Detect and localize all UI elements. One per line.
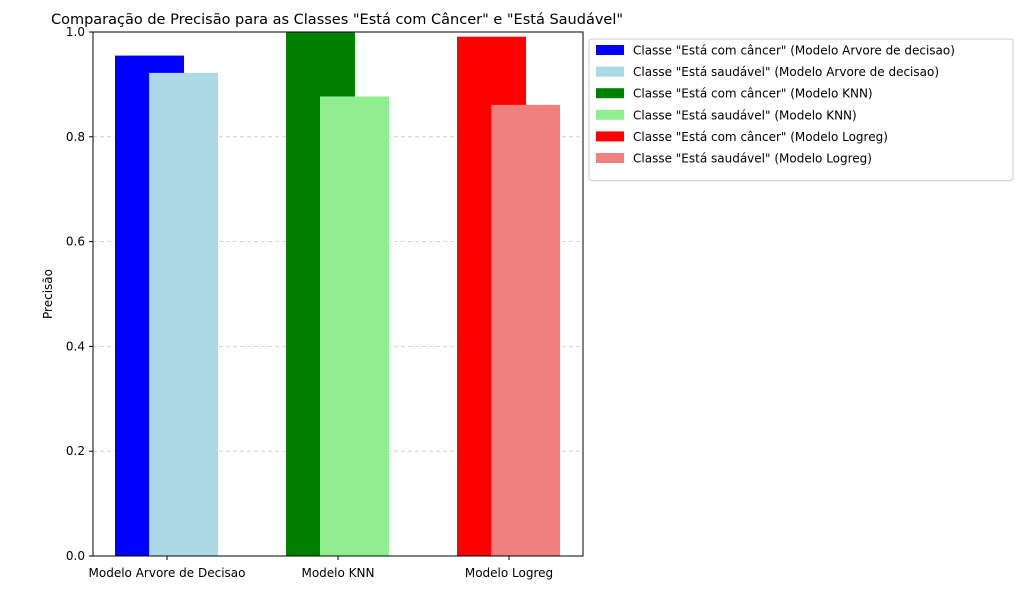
legend-swatch [596, 109, 624, 120]
y-tick-label: 1.0 [66, 25, 85, 39]
legend-label: Classe "Está saudável" (Modelo KNN) [633, 108, 857, 122]
legend-swatch [596, 88, 624, 99]
x-tick-label: Modelo Logreg [465, 566, 553, 580]
legend-swatch [596, 131, 624, 142]
y-tick-label: 0.4 [66, 339, 85, 353]
legend-swatch [596, 153, 624, 163]
chart-title: Comparação de Precisão para as Classes "… [51, 12, 623, 28]
legend-box [588, 38, 1014, 182]
x-tick-label: Modelo Arvore de Decisao [89, 566, 246, 580]
legend-swatch [596, 66, 624, 77]
y-tick-label: 0.2 [66, 444, 85, 458]
legend-label: Classe "Está saudável" (Modelo Logreg) [633, 152, 872, 166]
legend-swatch [596, 45, 624, 55]
bar [320, 96, 389, 557]
bar [149, 72, 218, 556]
y-tick-label: 0.8 [66, 130, 85, 144]
legend-label: Classe "Está com câncer" (Modelo Logreg) [633, 130, 888, 144]
legend-label: Classe "Está saudável" (Modelo Arvore de… [633, 65, 939, 79]
x-tick-label: Modelo KNN [301, 566, 374, 580]
bars [115, 32, 560, 557]
y-tick-label: 0.0 [66, 549, 85, 563]
x-axis-ticks: Modelo Arvore de Decisao Modelo KNN Modelo… [89, 556, 553, 580]
y-tick-label: 0.6 [66, 235, 85, 249]
legend-label: Classe "Está com câncer" (Modelo KNN) [633, 87, 873, 101]
legend: Classe "Está com câncer" (Modelo Arvore … [588, 38, 1014, 182]
y-axis-ticks: 0.0 0.2 0.4 0.6 0.8 1.0 [66, 25, 93, 563]
legend-label: Classe "Está com câncer" (Modelo Arvore … [633, 44, 955, 58]
y-axis-label: Precisão [41, 269, 55, 319]
bar [491, 104, 560, 556]
